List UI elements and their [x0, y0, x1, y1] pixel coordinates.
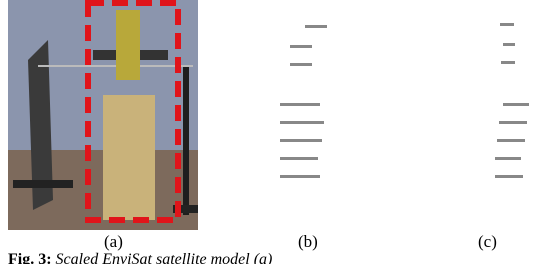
panel-label: (c) — [478, 232, 497, 252]
panel-c-image — [455, 15, 535, 195]
figure-page: (a) (b) (c) Fig. 3: Scaled EnviSat satel… — [0, 0, 540, 264]
photo — [8, 0, 198, 230]
caption: Fig. 3: Scaled EnviSat satellite model (… — [8, 251, 272, 264]
panel-b-image — [260, 15, 380, 195]
panel-label: (a) — [104, 232, 123, 252]
caption-label: Fig. 3: — [8, 251, 52, 264]
caption-text: Scaled EnviSat satellite model (a) — [56, 251, 273, 264]
panel-label: (b) — [298, 232, 318, 252]
